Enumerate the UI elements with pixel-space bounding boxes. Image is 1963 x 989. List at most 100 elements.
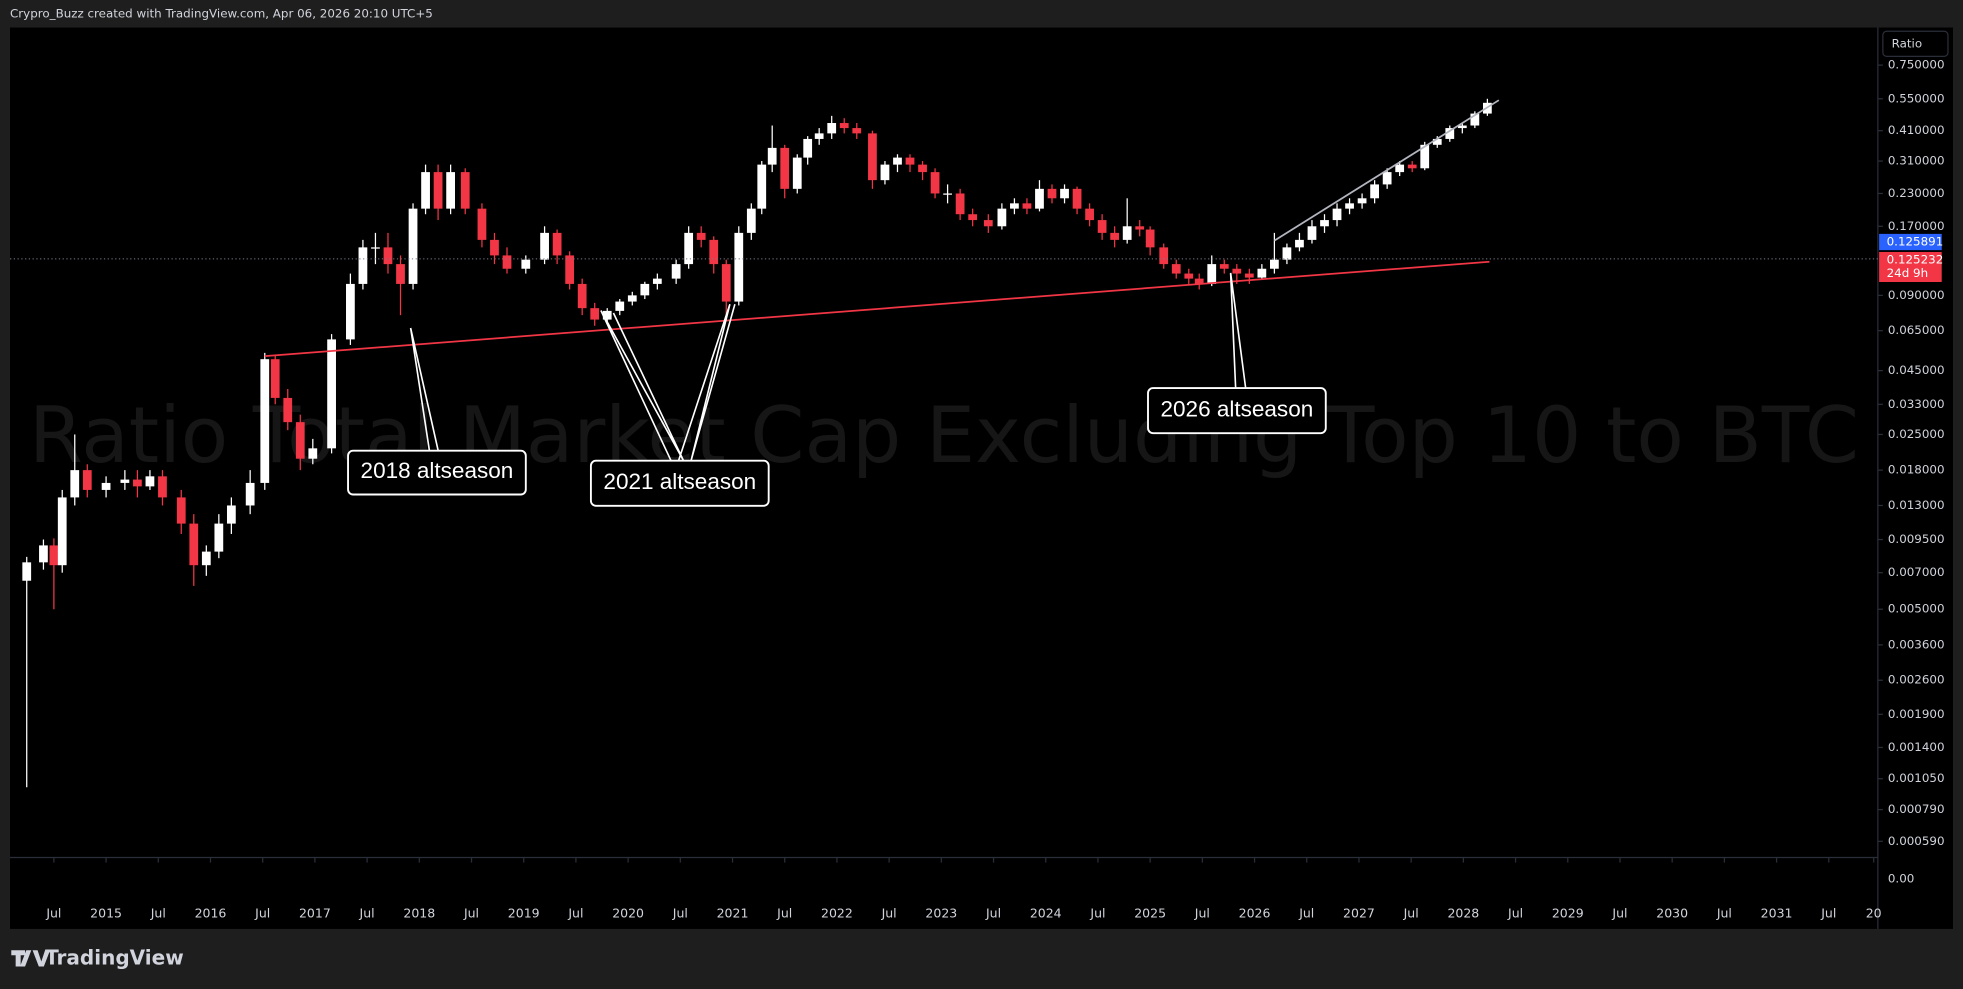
candle-body (640, 283, 650, 296)
candle-body (408, 208, 418, 284)
x-tick-label: 2030 (1656, 905, 1688, 920)
candle-body (1370, 184, 1380, 199)
candle-body (1244, 273, 1254, 278)
candle-body (1332, 208, 1342, 221)
y-tick-label: 0.090000 (1888, 288, 1945, 302)
candle-body (1470, 113, 1480, 126)
candle-body (1194, 278, 1204, 284)
candle-body (868, 133, 877, 181)
y-tick-label: 0.170000 (1888, 219, 1945, 233)
candle-body (780, 147, 790, 189)
x-tick-label: Jul (672, 905, 688, 920)
candle-body (502, 255, 512, 269)
candle-body (1282, 247, 1292, 260)
candle-body (57, 497, 67, 566)
candle-body (684, 232, 694, 265)
candle-body (39, 545, 48, 563)
candle-body (214, 523, 224, 552)
pointer (1229, 272, 1247, 389)
candle-body (1219, 264, 1229, 269)
candle-body (1159, 247, 1169, 265)
y-tick-label: 0.001050 (1888, 771, 1945, 785)
annotation: 2018 altseason (361, 458, 514, 483)
candle-body (1395, 164, 1405, 173)
x-tick-label: Jul (567, 905, 583, 920)
x-tick-label: 20 (1866, 905, 1882, 920)
y-tick-label: 0.001400 (1888, 740, 1945, 754)
attribution: Crypro_Buzz created with TradingView.com… (10, 6, 433, 20)
candle-body (371, 247, 380, 249)
y-tick-label: 0.033000 (1888, 397, 1945, 411)
y-tick-label: 0.230000 (1888, 186, 1945, 200)
x-tick-label: Jul (776, 905, 792, 920)
candle-body (346, 283, 355, 340)
candle-body (880, 164, 890, 181)
y-tick-label: 0.000790 (1888, 802, 1945, 816)
y-tick-label: 0.002600 (1888, 673, 1945, 687)
y-tick-label: 0.310000 (1888, 154, 1945, 168)
candle-body (1457, 125, 1467, 129)
candle-body (1085, 208, 1094, 221)
annotation: 2026 altseason (1161, 397, 1314, 422)
candle-body (839, 123, 849, 129)
annotation-pointers (409, 272, 1247, 462)
x-tick-label: Jul (463, 905, 479, 920)
candle-body (70, 470, 80, 498)
y-tick-label: 0.001900 (1888, 707, 1945, 721)
y-tick-label: 0.007000 (1888, 565, 1945, 579)
candle-body (49, 545, 59, 566)
last-price-label: 0.125891 (1887, 235, 1944, 249)
x-tick-label: 2028 (1447, 905, 1479, 920)
candle-body (1270, 259, 1279, 269)
candle-body (1345, 203, 1354, 209)
x-tick-label: Jul (254, 905, 270, 920)
candle-body (383, 247, 393, 265)
candle-body (627, 295, 637, 302)
candle-body (1357, 198, 1367, 204)
pointer (677, 303, 736, 461)
x-tick-label: Jul (1507, 905, 1523, 920)
candle-body (270, 359, 280, 398)
brand: TradingView (45, 945, 184, 969)
candle-body (101, 482, 111, 490)
candle-body (955, 193, 965, 215)
scale-button-label[interactable]: Ratio (1892, 36, 1923, 50)
candle-body (521, 259, 531, 269)
candle-body (552, 232, 562, 256)
candle-body (245, 482, 255, 506)
candle-body (602, 310, 612, 320)
price-axis-floor: 0.00 (1888, 871, 1914, 885)
y-tick-label: 0.410000 (1888, 123, 1945, 137)
x-tick-label: 2018 (403, 905, 435, 920)
scale-button[interactable] (1882, 30, 1949, 57)
candle-body (308, 448, 318, 459)
candle-body (893, 157, 902, 165)
candle-body (226, 505, 236, 524)
candle-body (696, 232, 706, 240)
candle-body (1145, 229, 1155, 248)
candle-body (792, 157, 802, 189)
candle-body (997, 208, 1007, 227)
x-tick-label: 2019 (508, 905, 540, 920)
candle-body (1320, 220, 1329, 227)
candle-body (734, 232, 744, 302)
candle-body (1022, 203, 1032, 209)
x-tick-label: Jul (1403, 905, 1419, 920)
candle-body (671, 264, 681, 279)
pointer (409, 327, 439, 451)
x-tick-label: 2029 (1552, 905, 1584, 920)
candle-body (767, 147, 777, 165)
x-tick-label: Jul (1820, 905, 1836, 920)
candle-body (477, 208, 487, 240)
plot-area (10, 27, 1953, 929)
x-tick-label: 2026 (1239, 905, 1271, 920)
candle-body (1184, 273, 1194, 279)
candle-body (1047, 188, 1057, 199)
candle-body (158, 476, 167, 498)
last-price-badge (1879, 233, 1942, 251)
candle-body (930, 172, 940, 194)
candle-body (1382, 172, 1392, 185)
y-tick-label: 0.005000 (1888, 602, 1945, 616)
candle-body (1135, 226, 1145, 230)
candle-body (1207, 264, 1217, 284)
